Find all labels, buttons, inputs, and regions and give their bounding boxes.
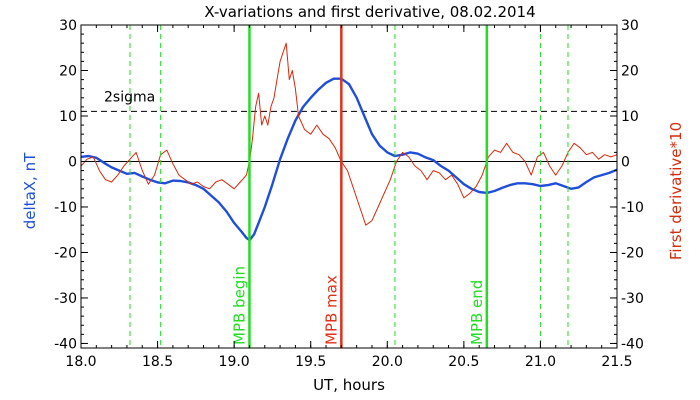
y-right-tick-label: -20 (621, 245, 644, 261)
x-tick-label: 20.0 (372, 354, 403, 370)
y-axis-left-label: deltaX, nT (21, 152, 39, 229)
plot-frame (80, 24, 618, 349)
y-left-tick-label: 20 (59, 63, 77, 79)
x-tick-label: 21.0 (525, 354, 556, 370)
x-tick-label: 19.5 (295, 354, 326, 370)
y-right-tick-label: -40 (621, 336, 644, 352)
x-axis-label: UT, hours (313, 376, 385, 394)
y-left-tick-label: -10 (54, 200, 77, 216)
mpb-marker-label: MPB max (322, 275, 340, 345)
y-left-tick-label: 10 (59, 109, 77, 125)
y-left-tick-label: 0 (68, 154, 77, 170)
x-axis: 18.0 18.5 19.0 19.5 20.0 20.5 21.0 21.5 (65, 25, 633, 370)
y-axis-left: -40 -30 -20 -10 0 10 20 30 (54, 18, 88, 352)
mpb-marker-label: MPB end (468, 280, 486, 345)
x-tick-label: 20.5 (448, 354, 479, 370)
y-left-tick-label: -40 (54, 336, 77, 352)
y-right-tick-label: 30 (621, 18, 639, 34)
sigma-label: 2sigma (104, 89, 155, 105)
y-left-tick-label: -30 (54, 291, 77, 307)
x-tick-label: 19.0 (219, 354, 250, 370)
y-right-tick-label: -30 (621, 291, 644, 307)
x-tick-label: 21.5 (601, 354, 632, 370)
x-tick-label: 18.5 (142, 354, 173, 370)
event-markers: MPB begin MPB max MPB end (129, 25, 569, 348)
y-right-tick-label: -10 (621, 200, 644, 216)
y-right-tick-label: 0 (621, 154, 630, 170)
series-line-derivative (80, 42, 618, 226)
reference-lines (81, 110, 617, 162)
mpb-marker-label: MPB begin (230, 266, 248, 345)
y-axis-right-label: First derivative*10 (667, 122, 685, 260)
y-left-tick-label: 30 (59, 18, 77, 34)
y-right-tick-label: 10 (621, 109, 639, 125)
y-right-tick-label: 20 (621, 63, 639, 79)
chart-title: X-variations and first derivative, 08.02… (204, 3, 535, 21)
x-tick-label: 18.0 (65, 354, 96, 370)
y-axis-right: -40 -30 -20 -10 0 10 20 30 (610, 18, 644, 352)
y-left-tick-label: -20 (54, 245, 77, 261)
